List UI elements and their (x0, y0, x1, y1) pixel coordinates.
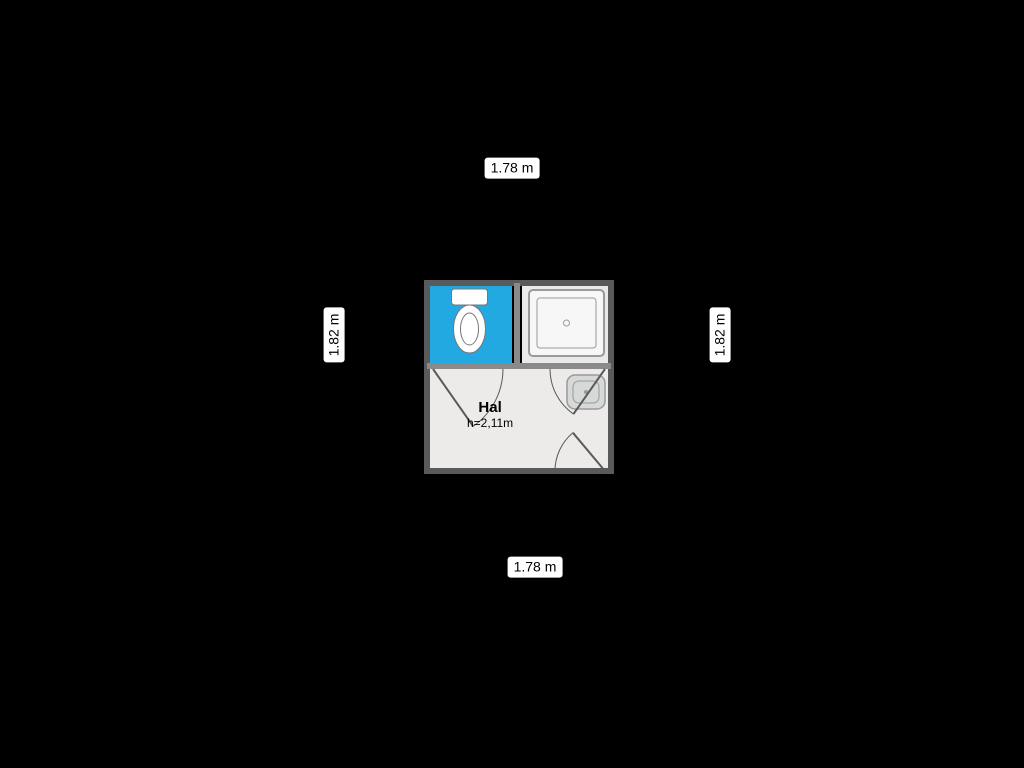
room-label-hal: Hal h=2,11m (467, 399, 513, 430)
dimension-bottom: 1.78 m (508, 557, 563, 578)
room-label-hal-height: h=2,11m (467, 416, 513, 430)
floorplan: Hal h=2,11m (427, 283, 611, 471)
room-label-hal-name: Hal (467, 399, 513, 416)
dimension-left: 1.82 m (324, 308, 345, 363)
dimension-top: 1.78 m (485, 158, 540, 179)
floorplan-svg (397, 253, 641, 501)
dimension-right: 1.82 m (710, 308, 731, 363)
